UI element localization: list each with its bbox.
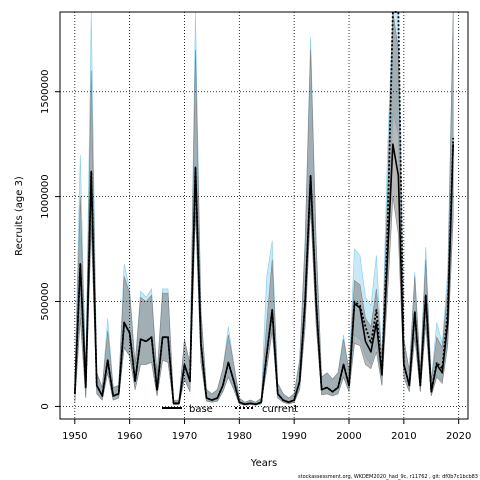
x-axis-title: Years <box>250 458 277 469</box>
series-lines <box>73 11 455 406</box>
x-tick-label-2020: 2020 <box>446 431 471 442</box>
x-tick-label-1960: 1960 <box>117 431 142 442</box>
y-tick-label-1000000: 1000000 <box>40 174 51 219</box>
series-line-base <box>74 143 454 406</box>
series-line-current <box>73 11 455 406</box>
y-tick-label-500000: 500000 <box>40 282 51 320</box>
x-tick-label-2000: 2000 <box>336 431 361 442</box>
legend: base current <box>162 404 298 415</box>
plot-frame <box>59 11 469 420</box>
y-tick-label-1500000: 1500000 <box>40 69 51 114</box>
legend-label-base: base <box>189 404 213 415</box>
y-axis: 0 500000 1000000 1500000 <box>40 69 60 410</box>
x-tick-label-1970: 1970 <box>172 431 197 442</box>
x-tick-label-1990: 1990 <box>281 431 306 442</box>
grid-lines <box>60 12 468 419</box>
x-tick-label-1980: 1980 <box>227 431 252 442</box>
x-axis: 1950 1960 1970 1980 1990 2000 2010 2020 <box>62 419 471 442</box>
footer-text: stockassessment.org, WKDEM2020_had_9c, r… <box>298 474 478 480</box>
legend-label-current: current <box>262 404 298 415</box>
x-tick-label-1950: 1950 <box>62 431 87 442</box>
x-tick-label-2010: 2010 <box>391 431 416 442</box>
y-axis-title: Recruits (age 3) <box>14 176 25 256</box>
y-tick-label-0: 0 <box>40 403 51 409</box>
